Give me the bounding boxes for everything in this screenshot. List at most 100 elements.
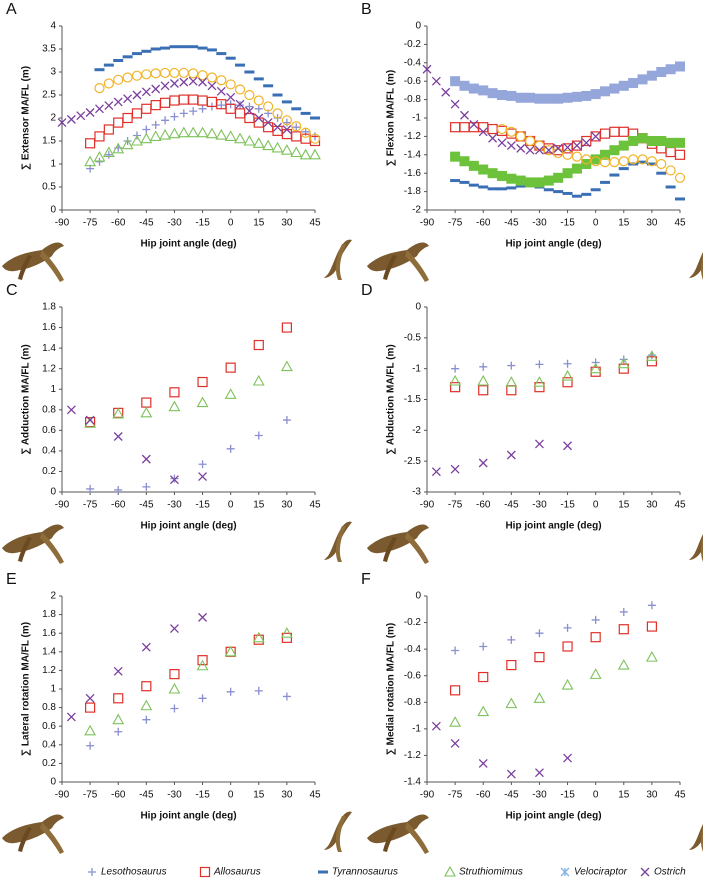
x-tick-label: -90 (420, 500, 435, 511)
data-point (142, 482, 151, 491)
data-point (553, 190, 564, 194)
x-tick-label: -75 (448, 500, 463, 511)
data-point (179, 109, 188, 118)
data-point (515, 184, 526, 188)
x-tick-label: 45 (309, 790, 321, 801)
data-point (112, 407, 125, 419)
data-point (103, 63, 114, 67)
data-point (224, 388, 237, 399)
data-point (646, 621, 657, 632)
data-point (149, 130, 162, 141)
data-point (571, 151, 583, 162)
data-point (85, 108, 95, 117)
data-point (141, 69, 152, 80)
x-tick-label: -90 (55, 790, 70, 801)
y-axis-label: ∑ Flexion MA/FL (m) (386, 70, 397, 166)
data-point (235, 63, 246, 67)
skeleton-image (2, 524, 64, 564)
panel-label: D (361, 282, 373, 299)
y-tick-label: 1 (50, 684, 56, 695)
data-point (609, 83, 620, 94)
data-point (431, 721, 441, 731)
data-point (85, 415, 95, 425)
data-point (562, 168, 573, 179)
data-point (188, 45, 199, 49)
data-point (113, 693, 124, 704)
data-point (103, 124, 114, 135)
data-point (645, 650, 658, 662)
y-tick-label: 0.4 (42, 446, 56, 457)
data-point (252, 137, 265, 148)
data-point (487, 123, 498, 135)
data-point (189, 107, 198, 116)
data-point (318, 870, 328, 874)
data-point (206, 72, 218, 83)
data-point (282, 416, 291, 425)
x-tick-label: -15 (195, 500, 210, 511)
data-point (225, 79, 236, 90)
data-point (572, 141, 582, 151)
legend-label: Struthiomimus (459, 867, 523, 878)
data-point (516, 143, 526, 153)
data-point (224, 645, 237, 657)
data-point (562, 92, 573, 103)
data-point (169, 669, 180, 680)
data-point (113, 74, 124, 85)
x-tick-label: 15 (253, 218, 265, 229)
data-point (254, 104, 263, 113)
data-point (535, 360, 544, 369)
data-point (478, 758, 488, 768)
data-point (66, 405, 76, 415)
x-tick-label: -30 (167, 500, 182, 511)
data-point (468, 160, 479, 171)
data-point (656, 158, 667, 170)
data-point (94, 82, 105, 94)
data-point (234, 132, 246, 144)
data-point (506, 90, 517, 101)
panel-label: B (361, 1, 372, 18)
legend-label: Tyrannosaurus (332, 867, 398, 878)
data-point (84, 155, 97, 167)
data-point (170, 474, 179, 483)
data-point (460, 110, 469, 120)
data-point (254, 431, 263, 440)
y-tick-label: 1.4 (42, 343, 56, 354)
data-point (479, 362, 488, 371)
y-tick-label: -0.4 (404, 644, 422, 655)
data-point (477, 705, 490, 717)
data-point (618, 140, 629, 151)
skeleton-image (2, 814, 64, 854)
x-tick-label: 15 (618, 218, 630, 229)
data-point (76, 111, 86, 121)
data-point (102, 146, 115, 158)
data-point (640, 867, 650, 877)
data-point (628, 78, 639, 89)
x-tick-label: -30 (167, 790, 182, 801)
data-point (478, 671, 489, 683)
data-point (450, 151, 461, 162)
x-tick-label: 0 (593, 218, 599, 229)
y-tick-label: -0.2 (404, 39, 422, 50)
data-point (497, 138, 507, 148)
data-point (151, 120, 160, 129)
data-point (450, 122, 461, 133)
y-tick-label: 1 (50, 384, 56, 395)
y-tick-label: -1.8 (404, 186, 422, 197)
data-point (170, 704, 179, 713)
x-axis-label: Hip joint angle (deg) (505, 239, 601, 250)
data-point (282, 125, 292, 134)
data-point (140, 699, 153, 711)
data-point (515, 131, 526, 142)
x-tick-label: 15 (253, 790, 265, 801)
data-point (141, 681, 152, 692)
data-point (591, 131, 601, 141)
data-point (589, 668, 602, 679)
y-tick-label: 1.8 (42, 609, 56, 620)
data-point (234, 84, 246, 95)
y-tick-label: 1.2 (42, 665, 56, 676)
data-point (141, 397, 152, 408)
data-point (262, 139, 275, 151)
data-point (131, 134, 143, 146)
y-tick-label: -1 (412, 113, 421, 124)
data-point (168, 682, 181, 694)
